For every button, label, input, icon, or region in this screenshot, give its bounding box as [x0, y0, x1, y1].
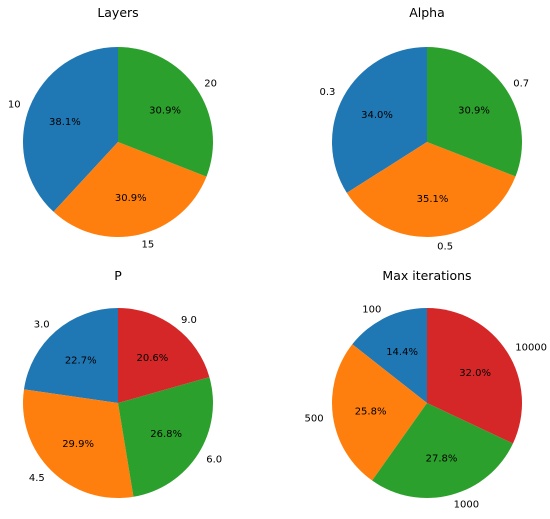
slice-label-max-iterations-10000: 10000: [515, 343, 547, 354]
slice-label-p-4-5: 4.5: [29, 473, 45, 484]
slice-label-alpha-0-7: 0.7: [513, 78, 529, 89]
pct-label-p-4-5: 29.9%: [62, 439, 94, 450]
pie-slice-max-iterations-500: [331, 344, 427, 481]
pct-label-p-9-0: 20.6%: [136, 353, 168, 364]
slice-label-p-6-0: 6.0: [206, 454, 222, 465]
pct-label-max-iterations-1000: 27.8%: [426, 454, 458, 465]
pie-slice-max-iterations-100: [352, 308, 427, 403]
pie-slice-alpha-0-5: [346, 142, 516, 238]
chart-title-layers: Layers: [97, 5, 138, 20]
pie-slice-alpha-0-3: [332, 47, 427, 193]
slice-label-p-9-0: 9.0: [181, 315, 197, 326]
pct-label-layers-10: 38.1%: [49, 117, 81, 128]
chart-alpha: Alpha 34.0% 0.3 35.1% 0.5 30.9% 0.7: [320, 5, 530, 253]
pct-label-alpha-0-7: 30.9%: [458, 105, 490, 116]
pct-label-max-iterations-500: 25.8%: [355, 407, 387, 418]
pie-slice-max-iterations-10000: [427, 308, 523, 444]
pct-label-layers-15: 30.9%: [115, 193, 147, 204]
pie-slice-p-3-0: [23, 307, 119, 403]
pie-slice-max-iterations-1000: [372, 403, 513, 498]
pct-label-max-iterations-10000: 32.0%: [459, 368, 491, 379]
chart-p: P 22.7% 3.0 29.9% 4.5 26.8% 6.0 20.6% 9.0: [22, 268, 222, 499]
chart-title-max-iterations: Max iterations: [382, 268, 471, 283]
slice-label-max-iterations-1000: 1000: [454, 500, 479, 511]
pie-slice-layers-15: [53, 142, 207, 237]
slice-label-layers-10: 10: [8, 99, 21, 110]
slice-label-layers-15: 15: [141, 239, 154, 250]
pie-slice-p-4-5: [22, 389, 134, 499]
pie-slice-layers-10: [23, 47, 119, 212]
chart-title-p: P: [114, 268, 122, 283]
pie-slice-alpha-0-7: [427, 47, 523, 177]
chart-layers: Layers 38.1% 10 30.9% 15 30.9% 20: [8, 5, 217, 250]
pct-label-max-iterations-100: 14.4%: [386, 347, 418, 358]
pie-slice-p-9-0: [118, 308, 210, 403]
pct-label-layers-20: 30.9%: [149, 105, 181, 116]
pie-slice-p-6-0: [118, 377, 213, 497]
pct-label-alpha-0-5: 35.1%: [417, 194, 449, 205]
slice-label-layers-20: 20: [204, 79, 217, 90]
chart-max-iterations: Max iterations 14.4% 100 25.8% 500 27.8% 1000…: [304, 268, 547, 511]
pct-label-p-3-0: 22.7%: [65, 355, 97, 366]
pct-label-p-6-0: 26.8%: [150, 429, 182, 440]
slice-label-alpha-0-3: 0.3: [320, 87, 336, 98]
pct-label-alpha-0-3: 34.0%: [361, 110, 393, 121]
slice-label-max-iterations-100: 100: [362, 305, 381, 316]
slice-label-alpha-0-5: 0.5: [437, 242, 453, 253]
chart-title-alpha: Alpha: [409, 5, 445, 20]
slice-label-max-iterations-500: 500: [304, 414, 323, 425]
pie-slice-layers-20: [118, 47, 214, 177]
slice-label-p-3-0: 3.0: [34, 319, 50, 330]
